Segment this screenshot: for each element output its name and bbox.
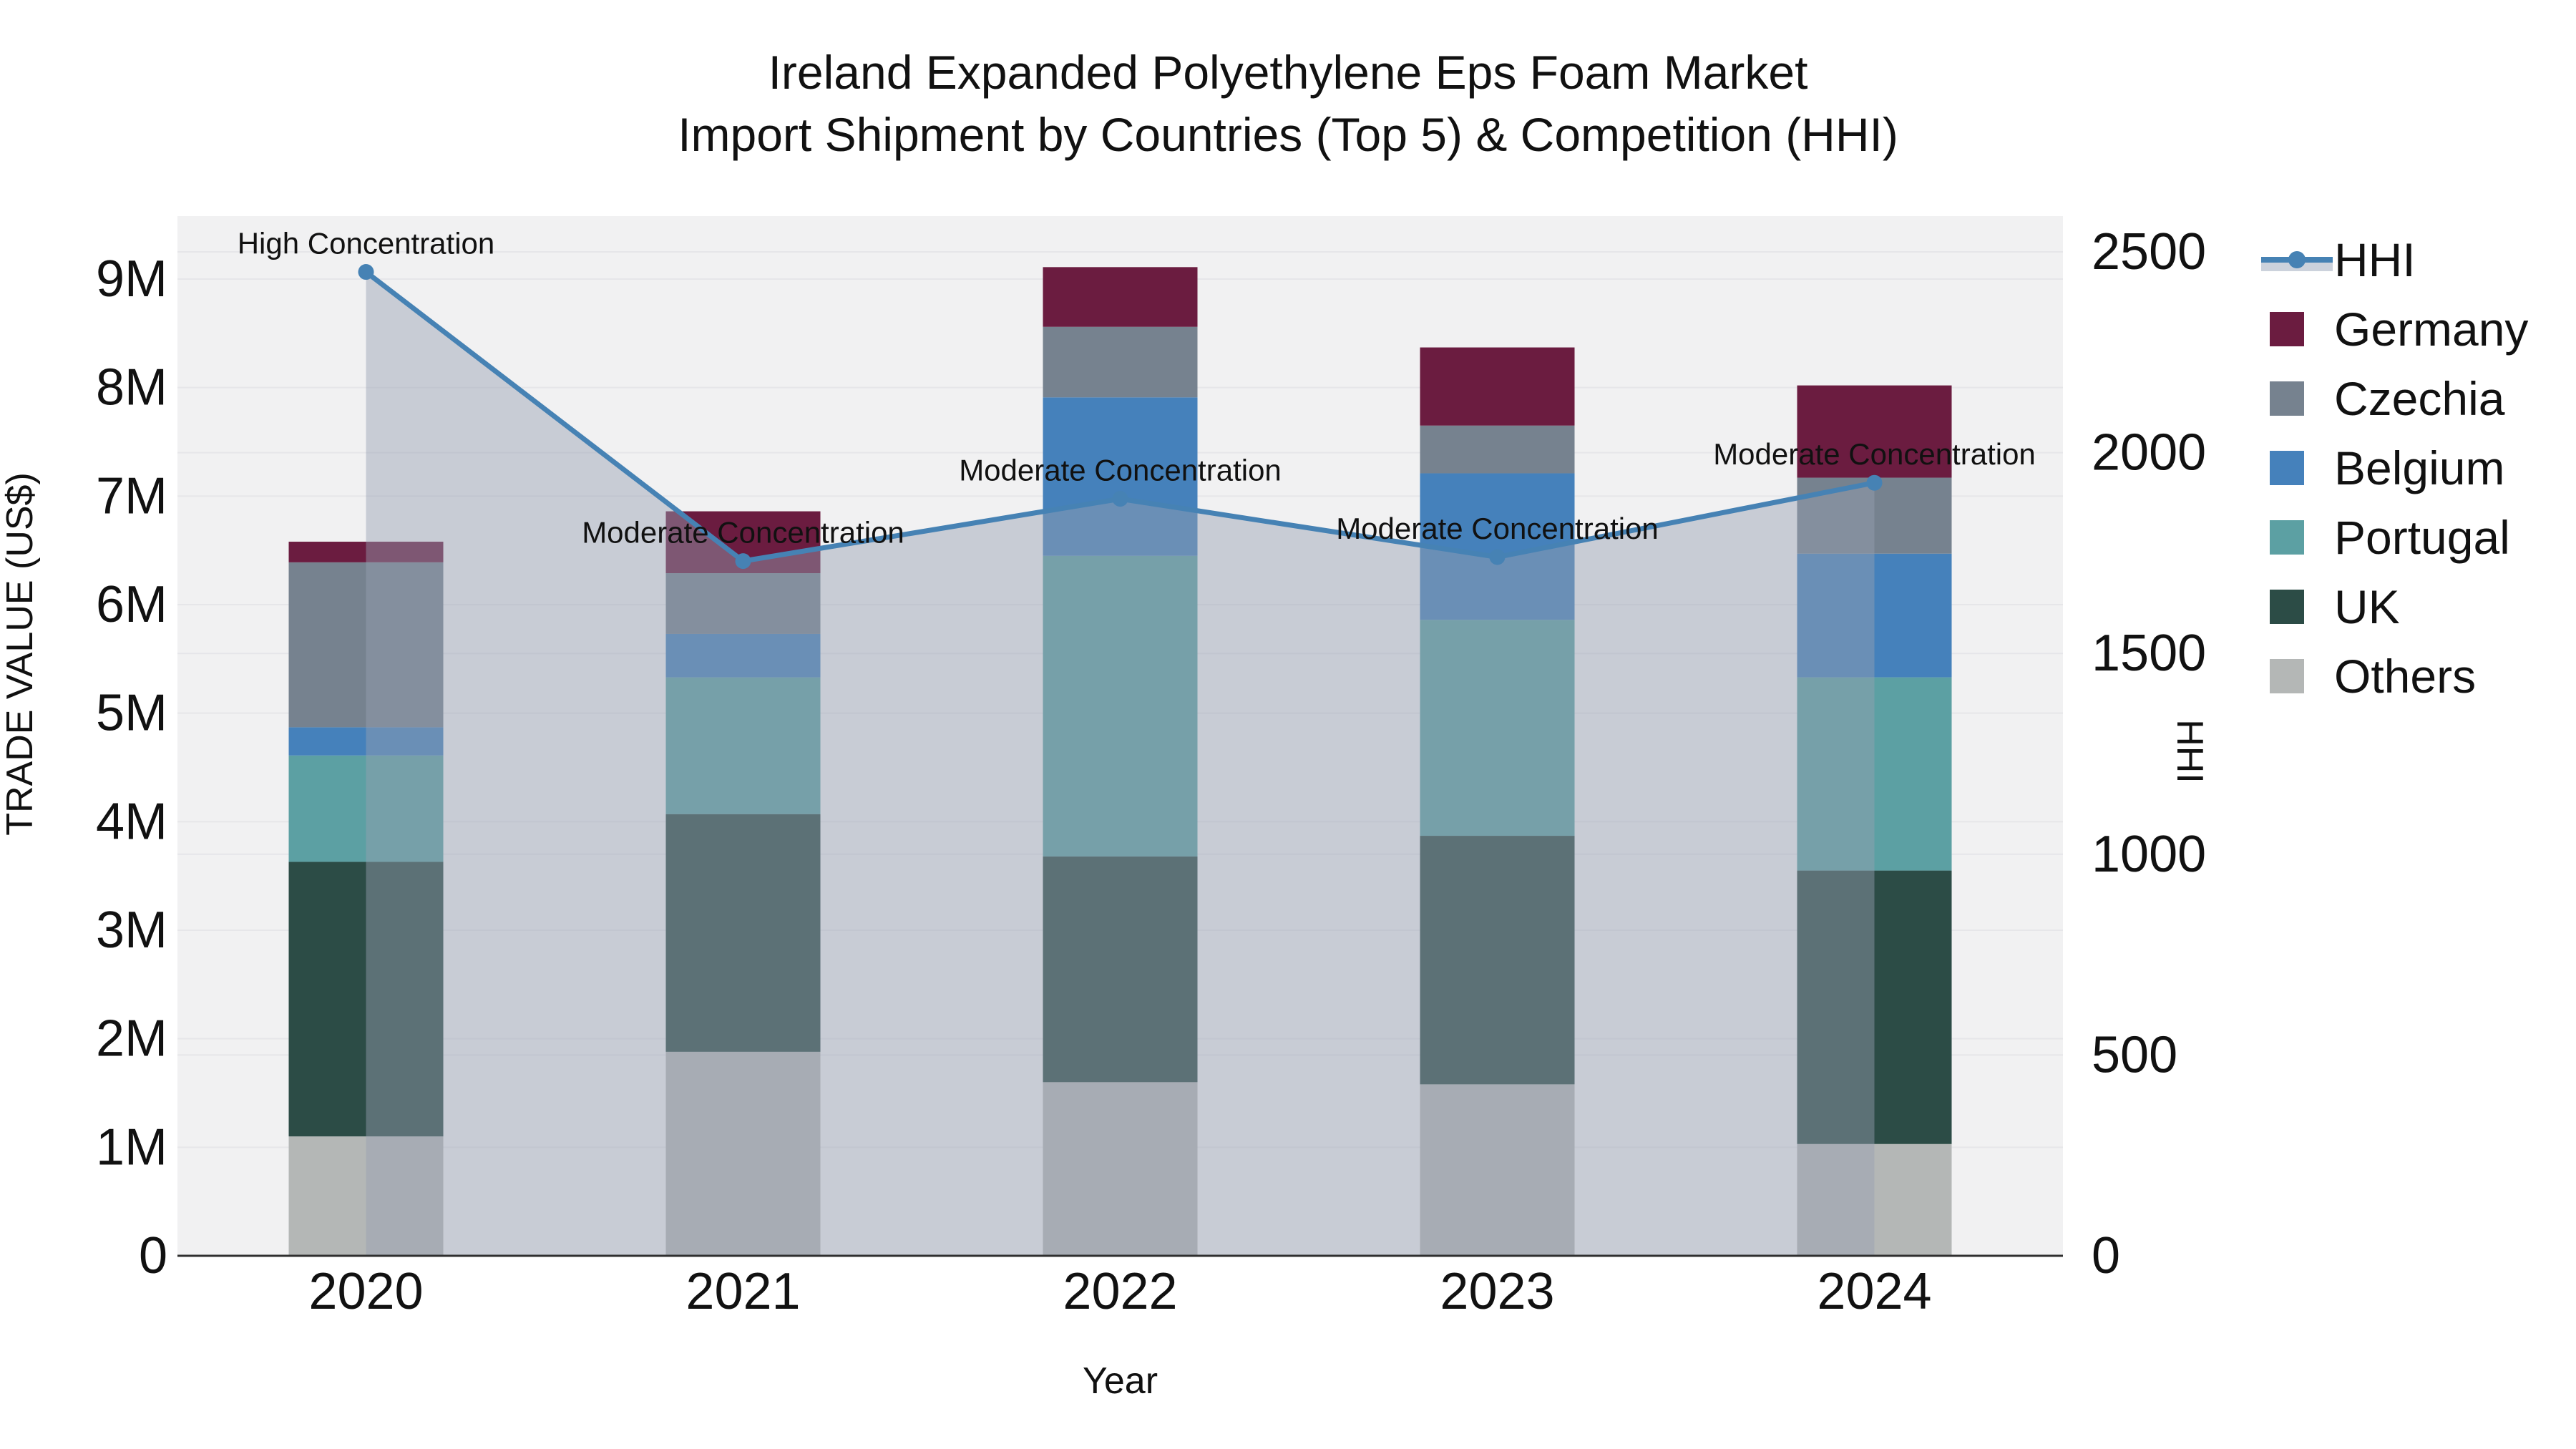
bar-segment-portugal-2022 — [1043, 555, 1198, 857]
legend-item-uk[interactable]: UK — [2260, 572, 2528, 641]
y2-tick-label-1500: 1500 — [2092, 625, 2206, 682]
hhi-marker-2023 — [1489, 549, 1506, 565]
hhi-marker-2022 — [1112, 491, 1128, 507]
bar-segment-others-2022 — [1043, 1082, 1198, 1256]
czechia-color-box-icon — [2270, 381, 2304, 416]
y-tick-label-5M: 5M — [96, 685, 167, 742]
hhi-marker-2024 — [1866, 474, 1883, 491]
bar-segment-czechia-2023 — [1420, 425, 1575, 474]
annotation-2020: High Concentration — [238, 227, 495, 260]
bar-segment-belgium-2024 — [1797, 553, 1952, 678]
legend-label-germany: Germany — [2334, 302, 2529, 356]
bar-segment-portugal-2023 — [1420, 620, 1575, 836]
bar-segment-czechia-2021 — [665, 573, 821, 634]
y2-tick-label-0: 0 — [2092, 1227, 2120, 1284]
legend-label-czechia: Czechia — [2334, 371, 2505, 425]
chart-title-line2: Import Shipment by Countries (Top 5) & C… — [678, 108, 1898, 162]
bar-segment-uk-2022 — [1043, 856, 1198, 1083]
y-tick-label-2M: 2M — [96, 1010, 167, 1068]
x-axis-title: Year — [1082, 1360, 1158, 1402]
x-tick-label-2021: 2021 — [686, 1263, 800, 1320]
bar-segment-uk-2023 — [1420, 836, 1575, 1085]
belgium-legend-swatch-icon — [2260, 450, 2334, 485]
germany-legend-swatch-icon — [2260, 311, 2334, 346]
legend-label-others: Others — [2334, 649, 2477, 703]
bar-segment-others-2021 — [665, 1051, 821, 1256]
bar-segment-portugal-2021 — [665, 677, 821, 814]
y-tick-label-7M: 7M — [96, 467, 167, 525]
bar-segment-germany-2020 — [288, 542, 444, 562]
y-tick-label-3M: 3M — [96, 902, 167, 959]
chart-title-line1: Ireland Expanded Polyethylene Eps Foam M… — [768, 46, 1808, 99]
legend-item-portugal[interactable]: Portugal — [2260, 502, 2528, 572]
legend-label-belgium: Belgium — [2334, 441, 2505, 494]
legend-item-germany[interactable]: Germany — [2260, 294, 2528, 364]
bar-segment-czechia-2022 — [1043, 326, 1198, 398]
y-tick-label-4M: 4M — [96, 793, 167, 850]
bar-segment-portugal-2024 — [1797, 677, 1952, 871]
legend-item-belgium[interactable]: Belgium — [2260, 433, 2528, 502]
others-legend-swatch-icon — [2260, 658, 2334, 693]
legend-label-hhi: HHI — [2334, 233, 2416, 286]
bar-segment-belgium-2022 — [1043, 397, 1198, 556]
uk-color-box-icon — [2270, 589, 2304, 624]
annotation-2023: Moderate Concentration — [1336, 512, 1659, 545]
bar-segment-others-2020 — [288, 1136, 444, 1256]
annotation-2022: Moderate Concentration — [959, 454, 1282, 487]
y-tick-label-8M: 8M — [96, 359, 167, 416]
portugal-legend-swatch-icon — [2260, 519, 2334, 555]
hhi-marker-2020 — [358, 264, 374, 280]
y-axis-title: TRADE VALUE (US$) — [0, 472, 41, 836]
annotation-2021: Moderate Concentration — [582, 516, 904, 550]
bar-segment-germany-2024 — [1797, 385, 1952, 478]
others-color-box-icon — [2270, 658, 2304, 693]
y2-axis-title: HHI — [2169, 719, 2210, 784]
x-tick-label-2024: 2024 — [1817, 1263, 1931, 1320]
bar-segment-others-2024 — [1797, 1143, 1952, 1256]
legend: HHI Germany Czechia Belgium Portugal UK Others — [2260, 225, 2528, 711]
legend-item-czechia[interactable]: Czechia — [2260, 364, 2528, 433]
y-tick-label-9M: 9M — [96, 250, 167, 308]
annotation-2024: Moderate Concentration — [1713, 437, 2036, 471]
chart-title: Ireland Expanded Polyethylene Eps Foam M… — [0, 42, 2576, 166]
bar-segment-portugal-2020 — [288, 755, 444, 862]
x-tick-label-2023: 2023 — [1440, 1263, 1554, 1320]
belgium-color-box-icon — [2270, 450, 2304, 485]
y2-tick-label-2000: 2000 — [2092, 424, 2206, 482]
legend-item-hhi[interactable]: HHI — [2260, 225, 2528, 294]
y2-tick-label-2500: 2500 — [2092, 223, 2206, 280]
bar-segment-uk-2020 — [288, 862, 444, 1137]
bar-segment-belgium-2020 — [288, 727, 444, 756]
bar-segment-czechia-2020 — [288, 562, 444, 728]
hhi-marker-2021 — [735, 553, 751, 570]
y2-tick-label-1000: 1000 — [2092, 826, 2206, 883]
bar-segment-germany-2022 — [1043, 267, 1198, 327]
y2-tick-label-500: 500 — [2092, 1026, 2177, 1083]
czechia-legend-swatch-icon — [2260, 381, 2334, 416]
uk-legend-swatch-icon — [2260, 589, 2334, 624]
germany-color-box-icon — [2270, 311, 2304, 346]
hhi-legend-swatch-icon — [2260, 243, 2334, 277]
portugal-color-box-icon — [2270, 519, 2304, 555]
y-tick-label-0: 0 — [139, 1227, 167, 1284]
legend-item-others[interactable]: Others — [2260, 641, 2528, 711]
bar-segment-others-2023 — [1420, 1084, 1575, 1256]
x-tick-label-2022: 2022 — [1063, 1263, 1177, 1320]
x-tick-label-2020: 2020 — [308, 1263, 423, 1320]
legend-label-portugal: Portugal — [2334, 510, 2510, 564]
bar-segment-uk-2024 — [1797, 870, 1952, 1144]
legend-label-uk: UK — [2334, 580, 2400, 633]
y-tick-label-1M: 1M — [96, 1118, 167, 1176]
hhi-line-swatch-icon — [2261, 250, 2333, 271]
bar-segment-uk-2021 — [665, 814, 821, 1052]
bar-segment-belgium-2021 — [665, 633, 821, 678]
hhi-area-fill — [366, 272, 1875, 1256]
y-tick-label-6M: 6M — [96, 576, 167, 633]
bar-segment-germany-2023 — [1420, 347, 1575, 426]
